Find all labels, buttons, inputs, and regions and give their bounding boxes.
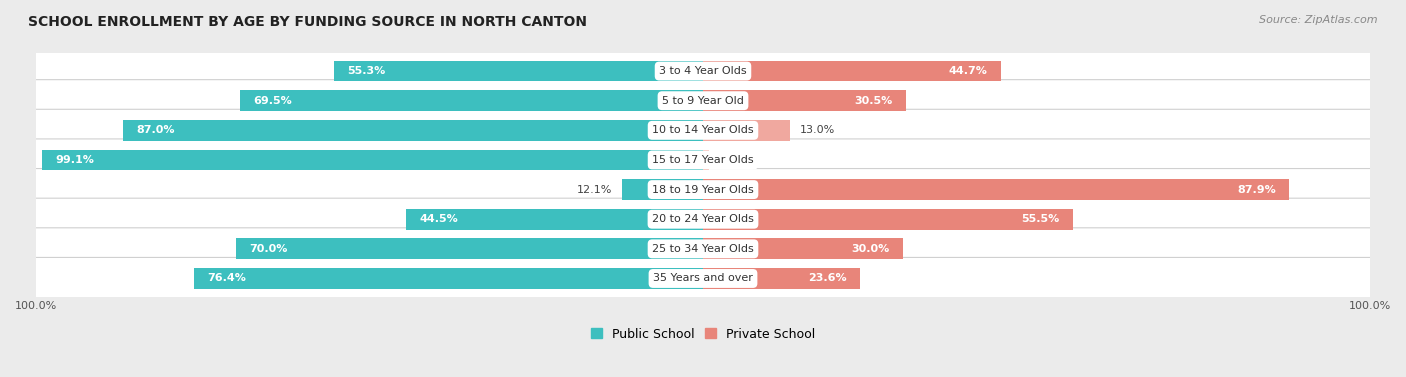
FancyBboxPatch shape — [24, 109, 1382, 152]
Text: 55.5%: 55.5% — [1022, 214, 1060, 224]
Text: 76.4%: 76.4% — [207, 273, 246, 284]
Text: 10 to 14 Year Olds: 10 to 14 Year Olds — [652, 125, 754, 135]
Bar — [703, 268, 860, 289]
Text: 35 Years and over: 35 Years and over — [652, 273, 754, 284]
Text: 44.7%: 44.7% — [949, 66, 988, 76]
Text: SCHOOL ENROLLMENT BY AGE BY FUNDING SOURCE IN NORTH CANTON: SCHOOL ENROLLMENT BY AGE BY FUNDING SOUR… — [28, 15, 588, 29]
FancyBboxPatch shape — [24, 139, 1382, 181]
Bar — [703, 179, 1289, 200]
Text: 44.5%: 44.5% — [419, 214, 458, 224]
Text: 20 to 24 Year Olds: 20 to 24 Year Olds — [652, 214, 754, 224]
Text: 0.89%: 0.89% — [718, 155, 755, 165]
Text: 3 to 4 Year Olds: 3 to 4 Year Olds — [659, 66, 747, 76]
FancyBboxPatch shape — [24, 198, 1382, 240]
Bar — [122, 120, 703, 141]
FancyBboxPatch shape — [24, 257, 1382, 299]
FancyBboxPatch shape — [24, 228, 1382, 270]
Text: 30.5%: 30.5% — [855, 96, 893, 106]
Text: 13.0%: 13.0% — [800, 125, 835, 135]
Text: 15 to 17 Year Olds: 15 to 17 Year Olds — [652, 155, 754, 165]
Text: 30.0%: 30.0% — [852, 244, 890, 254]
Text: 87.0%: 87.0% — [136, 125, 174, 135]
Bar — [406, 209, 703, 230]
Bar — [335, 61, 703, 81]
Bar — [703, 150, 709, 170]
Text: 70.0%: 70.0% — [249, 244, 288, 254]
Bar — [239, 90, 703, 111]
Bar — [623, 179, 703, 200]
FancyBboxPatch shape — [24, 80, 1382, 122]
Bar — [703, 61, 1001, 81]
Text: 25 to 34 Year Olds: 25 to 34 Year Olds — [652, 244, 754, 254]
Bar — [42, 150, 703, 170]
Text: 99.1%: 99.1% — [55, 155, 94, 165]
Bar — [703, 90, 907, 111]
Bar — [703, 209, 1073, 230]
FancyBboxPatch shape — [24, 50, 1382, 92]
FancyBboxPatch shape — [24, 169, 1382, 211]
Text: 12.1%: 12.1% — [576, 185, 612, 195]
Bar — [236, 239, 703, 259]
Text: 23.6%: 23.6% — [808, 273, 846, 284]
Text: 87.9%: 87.9% — [1237, 185, 1275, 195]
Text: Source: ZipAtlas.com: Source: ZipAtlas.com — [1260, 15, 1378, 25]
Bar — [703, 239, 903, 259]
Bar — [194, 268, 703, 289]
Bar — [703, 120, 790, 141]
Legend: Public School, Private School: Public School, Private School — [588, 324, 818, 344]
Text: 55.3%: 55.3% — [347, 66, 385, 76]
Text: 69.5%: 69.5% — [253, 96, 291, 106]
Text: 18 to 19 Year Olds: 18 to 19 Year Olds — [652, 185, 754, 195]
Text: 5 to 9 Year Old: 5 to 9 Year Old — [662, 96, 744, 106]
